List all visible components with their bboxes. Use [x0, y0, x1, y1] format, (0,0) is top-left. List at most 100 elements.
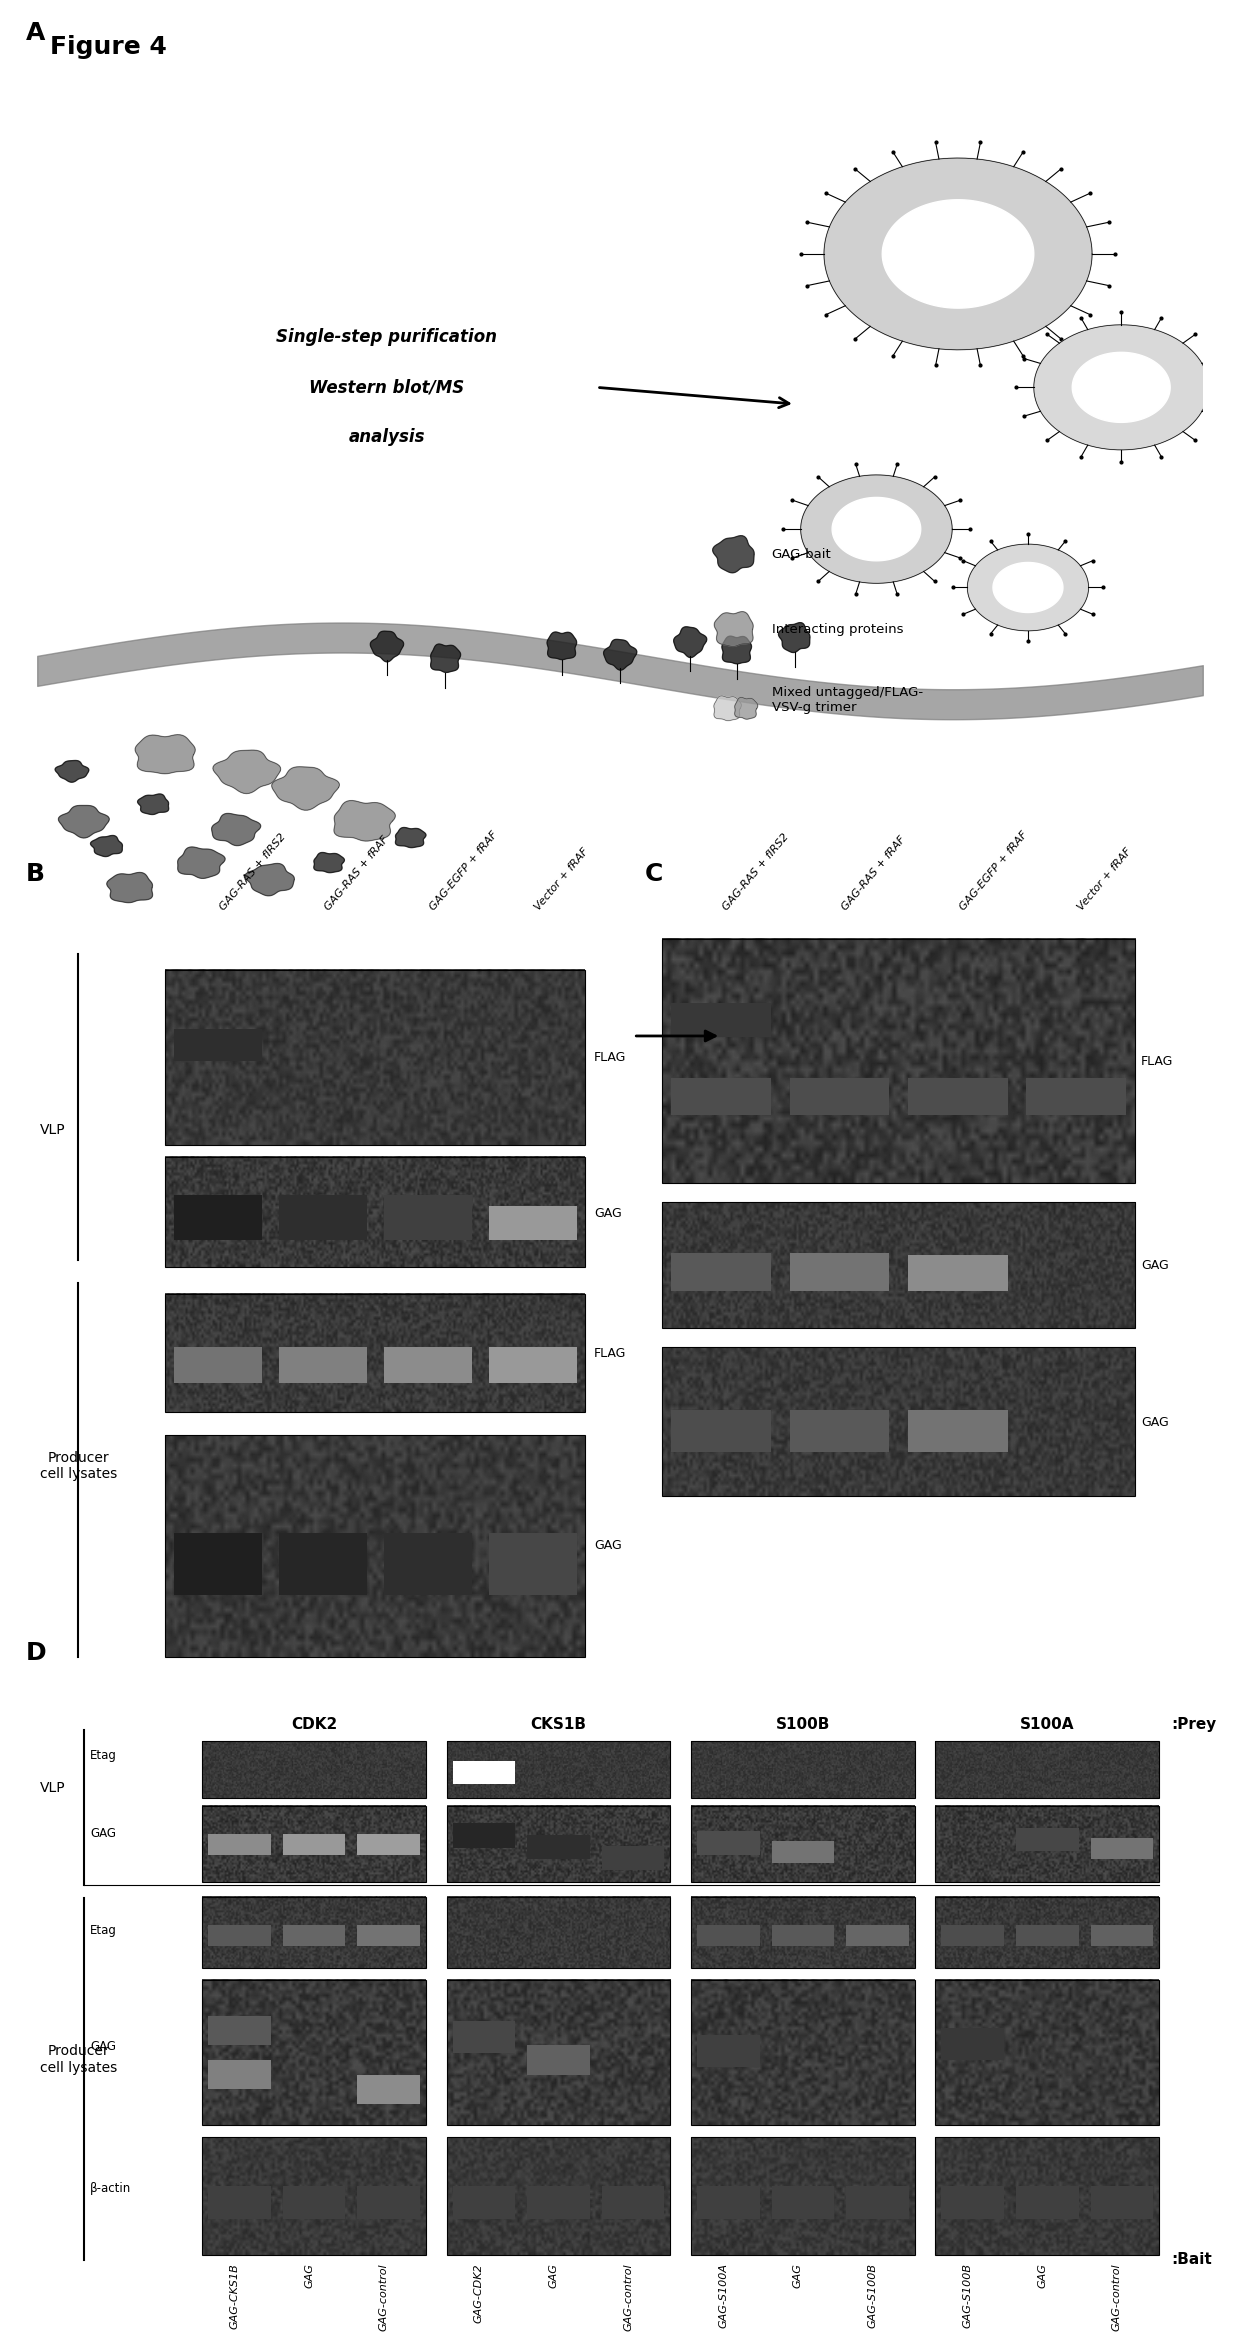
Polygon shape	[673, 627, 707, 658]
Polygon shape	[272, 766, 340, 810]
Polygon shape	[714, 611, 753, 646]
Bar	[697, 2034, 760, 2067]
Bar	[790, 1078, 889, 1116]
Text: Mixed untagged/FLAG-
VSV-g trimer: Mixed untagged/FLAG- VSV-g trimer	[771, 686, 923, 714]
Bar	[935, 2138, 1159, 2255]
Bar	[208, 1835, 270, 1856]
Text: A: A	[26, 21, 45, 45]
Bar	[935, 1741, 1159, 1797]
Bar	[908, 1078, 1008, 1116]
Bar	[671, 1252, 771, 1290]
Bar	[691, 1806, 915, 1882]
Bar	[453, 1762, 515, 1783]
Text: Etag: Etag	[91, 1750, 117, 1762]
Bar	[383, 1196, 471, 1240]
Bar	[165, 970, 585, 1146]
Text: S100B: S100B	[776, 1717, 830, 1731]
Text: Single-step purification: Single-step purification	[277, 329, 497, 345]
Text: GAG: GAG	[548, 2262, 558, 2288]
Bar	[357, 2187, 420, 2220]
Bar	[908, 1254, 1008, 1290]
Text: GAG-S100B: GAG-S100B	[962, 2262, 972, 2328]
Text: β-actin: β-actin	[91, 2182, 131, 2196]
Text: Vector + fRAF: Vector + fRAF	[1076, 846, 1133, 911]
Bar	[1027, 1078, 1126, 1116]
Text: GAG-CKS1B: GAG-CKS1B	[229, 2262, 239, 2328]
Bar	[174, 1196, 262, 1240]
Text: Producer
cell lysates: Producer cell lysates	[40, 1452, 118, 1480]
Text: Etag: Etag	[91, 1924, 117, 1938]
Bar	[790, 1252, 889, 1290]
Text: VLP: VLP	[40, 1781, 66, 1795]
Bar	[601, 2187, 665, 2220]
Bar	[697, 1926, 760, 1947]
Polygon shape	[212, 813, 260, 846]
Bar	[202, 1806, 427, 1882]
Text: CKS1B: CKS1B	[531, 1717, 587, 1731]
Polygon shape	[107, 871, 153, 902]
Bar	[941, 2187, 1004, 2220]
Bar	[691, 2138, 915, 2255]
Text: GAG-RAS + fRAF: GAG-RAS + fRAF	[839, 834, 908, 911]
Text: FLAG: FLAG	[1141, 1055, 1173, 1069]
Bar	[771, 1926, 835, 1947]
Bar	[165, 1435, 585, 1656]
Text: GAG: GAG	[1141, 1259, 1169, 1273]
Bar	[601, 1846, 665, 1870]
Text: GAG-control: GAG-control	[622, 2262, 634, 2330]
Text: GAG-bait: GAG-bait	[771, 547, 831, 561]
Polygon shape	[801, 474, 952, 583]
Bar	[1091, 1837, 1153, 1858]
Text: GAG-CDK2: GAG-CDK2	[474, 2262, 484, 2323]
Text: GAG-RAS + fRAF: GAG-RAS + fRAF	[322, 834, 391, 911]
Polygon shape	[177, 848, 226, 879]
Text: CDK2: CDK2	[291, 1717, 337, 1731]
Bar	[383, 1532, 471, 1595]
Text: Producer
cell lysates: Producer cell lysates	[40, 2044, 118, 2074]
Bar	[174, 1532, 262, 1595]
Polygon shape	[138, 794, 169, 815]
Text: D: D	[25, 1642, 46, 1665]
Text: GAG-control: GAG-control	[378, 2262, 388, 2330]
Text: Figure 4: Figure 4	[50, 35, 166, 59]
Bar	[935, 1806, 1159, 1882]
Text: GAG-EGFP + fRAF: GAG-EGFP + fRAF	[957, 829, 1029, 911]
Bar	[446, 2138, 671, 2255]
Bar	[174, 1348, 262, 1384]
Text: Vector + fRAF: Vector + fRAF	[533, 846, 590, 911]
Bar	[1016, 1926, 1079, 1947]
Polygon shape	[314, 853, 345, 871]
Text: GAG-S100A: GAG-S100A	[718, 2262, 728, 2328]
Bar	[662, 1203, 1136, 1330]
Text: GAG-EGFP + fRAF: GAG-EGFP + fRAF	[428, 829, 500, 911]
Polygon shape	[993, 561, 1063, 613]
Text: GAG: GAG	[91, 2039, 117, 2053]
Bar	[527, 1835, 590, 1858]
Bar	[489, 1532, 577, 1595]
Text: C: C	[645, 862, 663, 886]
Bar	[1091, 1926, 1153, 1947]
Text: B: B	[26, 862, 45, 886]
Bar	[202, 1896, 427, 1968]
Bar	[691, 1980, 915, 2126]
Bar	[357, 1926, 420, 1947]
Polygon shape	[244, 864, 294, 895]
Bar	[283, 1926, 346, 1947]
Bar	[202, 1741, 427, 1797]
Polygon shape	[371, 632, 403, 662]
Bar	[846, 2187, 909, 2220]
Bar	[691, 1741, 915, 1797]
Text: analysis: analysis	[348, 428, 425, 446]
Polygon shape	[396, 827, 427, 848]
Text: S100A: S100A	[1021, 1717, 1075, 1731]
Bar	[489, 1207, 577, 1240]
Polygon shape	[55, 761, 89, 782]
Bar	[691, 1896, 915, 1968]
Bar	[697, 2187, 760, 2220]
Polygon shape	[714, 695, 742, 721]
Bar	[697, 1830, 760, 1856]
Bar	[446, 1806, 671, 1882]
Bar	[208, 2060, 270, 2088]
Polygon shape	[832, 498, 921, 561]
Text: GAG-RAS + fIRS2: GAG-RAS + fIRS2	[722, 832, 791, 911]
